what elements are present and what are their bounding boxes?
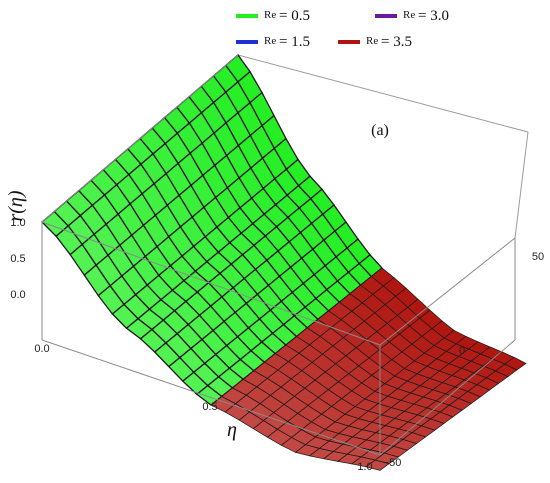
y-tick-label: 50 bbox=[532, 251, 544, 263]
legend-entry: Re = 1.5 bbox=[264, 34, 310, 50]
panel-label: (a) bbox=[371, 122, 389, 139]
axis-ticks: 0.0 0.5 1.0 1.0 0.5 0.0 50 0 −50 bbox=[10, 217, 544, 473]
x-tick-label: 0.5 bbox=[202, 401, 217, 413]
z-axis-label: r(η) bbox=[5, 190, 27, 221]
legend-entry: Re = 3.5 bbox=[366, 34, 412, 50]
z-tick-label: 0.0 bbox=[10, 289, 25, 301]
surface-cell bbox=[365, 459, 390, 471]
box-edge bbox=[379, 237, 516, 346]
box-edge bbox=[41, 339, 381, 456]
x-axis-label: η bbox=[227, 419, 237, 441]
x-tick-label: 0.0 bbox=[34, 343, 49, 355]
bounding-box-front bbox=[41, 54, 516, 456]
y-tick-label: 0 bbox=[459, 345, 465, 357]
legend-entry: Re = 0.5 bbox=[264, 8, 310, 24]
box-edge bbox=[41, 54, 239, 223]
z-tick-label: 0.5 bbox=[10, 253, 25, 265]
y-tick-label: −50 bbox=[383, 457, 402, 469]
legend-entry: Re = 3.0 bbox=[403, 8, 449, 24]
x-tick-label: 1.0 bbox=[357, 461, 372, 473]
surface-mesh bbox=[41, 54, 527, 471]
box-edge bbox=[237, 54, 529, 133]
z-tick-label: 1.0 bbox=[10, 217, 25, 229]
box-edge bbox=[514, 131, 529, 239]
box-edge bbox=[379, 339, 516, 456]
box-edge bbox=[41, 221, 381, 346]
legend: Re = 0.5 Re = 3.0 Re = 1.5 Re = 3.5 bbox=[236, 8, 449, 50]
